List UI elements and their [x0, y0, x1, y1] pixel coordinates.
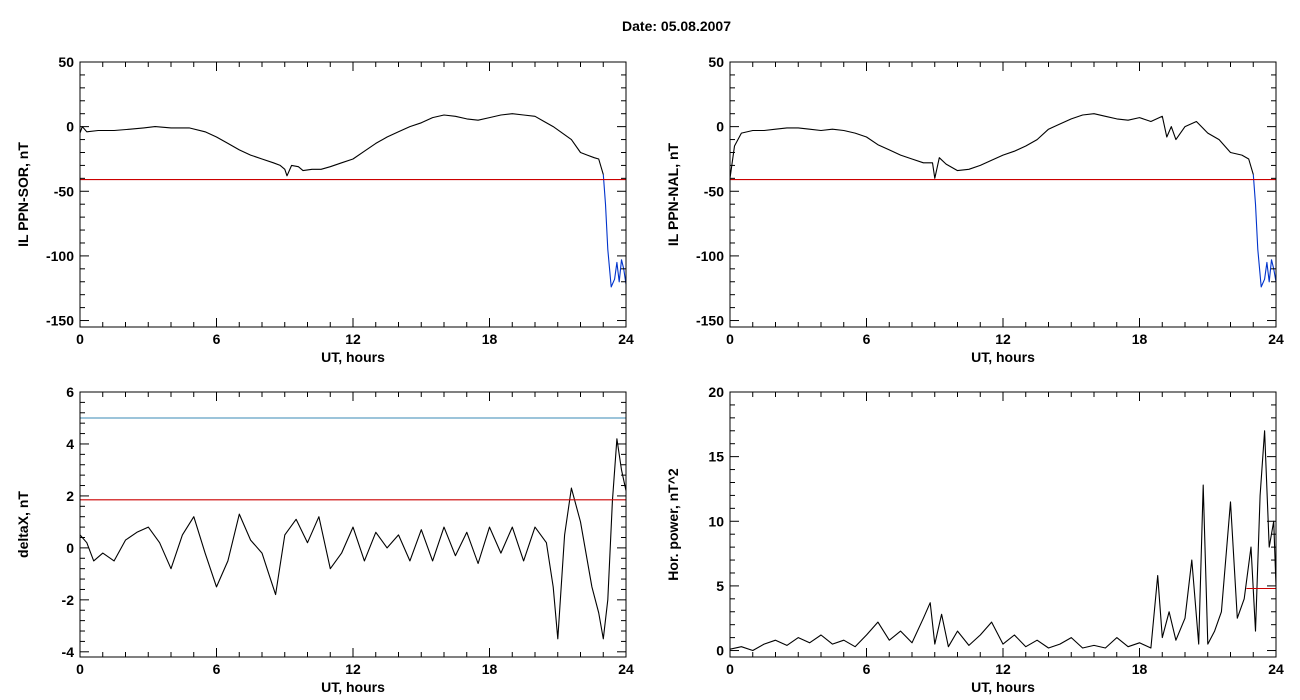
x-tick-label: 6	[863, 331, 871, 347]
y-tick-label: -50	[704, 183, 724, 199]
y-tick-label: 50	[58, 54, 74, 70]
chart-3: 0 6 12 18 24 6 4 2 0 -2 -4 UT, hours deltaX, nT	[15, 384, 634, 695]
x-tick-label: 12	[995, 661, 1011, 677]
x-tick-label: 6	[213, 661, 221, 677]
y-tick-label: -100	[696, 248, 724, 264]
series-line-1	[730, 113, 1254, 179]
series-line-1	[730, 430, 1276, 652]
y-tick-label: 5	[716, 578, 724, 594]
y-tick-label: 0	[66, 119, 74, 135]
plot-frame	[79, 391, 627, 658]
y-tick-label: 50	[708, 54, 724, 70]
chart-4: 0 6 12 18 24 20 15 10 5 0 UT, hours Hor. power, nT^…	[665, 384, 1284, 695]
x-tick-label: 18	[482, 661, 498, 677]
y-tick-label: 6	[66, 384, 74, 400]
y-axis-label: Hor. power, nT^2	[665, 468, 681, 581]
x-tick-label: 0	[76, 331, 84, 347]
y-tick-label: 4	[66, 436, 74, 452]
x-axis-label: UT, hours	[321, 349, 385, 365]
x-tick-label: 12	[345, 331, 361, 347]
x-tick-label: 24	[1268, 661, 1284, 677]
y-tick-label: 0	[716, 119, 724, 135]
y-tick-label: -100	[46, 248, 74, 264]
x-tick-label: 24	[618, 331, 634, 347]
series-group	[730, 113, 1276, 288]
x-tick-label: 6	[863, 661, 871, 677]
page-title: Date: 05.08.2007	[622, 18, 731, 34]
y-tick-label: 0	[66, 540, 74, 556]
y-tick-label: 0	[716, 643, 724, 659]
y-tick-label: 15	[708, 449, 724, 465]
x-axis-label: UT, hours	[321, 679, 385, 695]
x-tick-label: 6	[213, 331, 221, 347]
y-axis-label: deltaX, nT	[15, 491, 31, 558]
series-line-1	[80, 113, 604, 177]
series-line-2	[602, 174, 626, 288]
x-tick-label: 24	[1268, 331, 1284, 347]
x-axis-label: UT, hours	[971, 679, 1035, 695]
y-tick-label: 10	[708, 513, 724, 529]
series-group	[80, 113, 626, 288]
y-axis-label: IL PPN-NAL, nT	[665, 142, 681, 246]
x-axis-label: UT, hours	[971, 349, 1035, 365]
y-axis-label: IL PPN-SOR, nT	[15, 142, 31, 247]
y-tick-label: -4	[62, 644, 75, 660]
y-tick-label: -2	[62, 592, 75, 608]
y-tick-label: -50	[54, 183, 74, 199]
series-group	[730, 430, 1276, 652]
x-tick-label: 0	[726, 331, 734, 347]
x-tick-label: 18	[482, 331, 498, 347]
x-tick-label: 18	[1132, 661, 1148, 677]
x-tick-label: 0	[76, 661, 84, 677]
plot-frame	[729, 391, 1277, 658]
y-tick-label: -150	[696, 313, 724, 329]
x-tick-label: 12	[345, 661, 361, 677]
y-tick-label: 20	[708, 384, 724, 400]
x-tick-label: 24	[618, 661, 634, 677]
chart-2: 0 6 12 18 24 50 0 -50 -100 -150 UT, hours IL PPN-NA…	[665, 54, 1284, 365]
x-tick-label: 0	[726, 661, 734, 677]
x-tick-label: 12	[995, 331, 1011, 347]
y-tick-label: 2	[66, 488, 74, 504]
y-tick-label: -150	[46, 313, 74, 329]
plot-frame	[79, 61, 627, 328]
plot-frame	[729, 61, 1277, 328]
series-line-1	[80, 438, 626, 640]
x-tick-label: 18	[1132, 331, 1148, 347]
series-group	[80, 417, 626, 640]
chart-1: 0 6 12 18 24 50 0 -50 -100 -150 UT, hours IL PPN-SO…	[15, 54, 634, 365]
series-line-2	[1252, 174, 1276, 288]
